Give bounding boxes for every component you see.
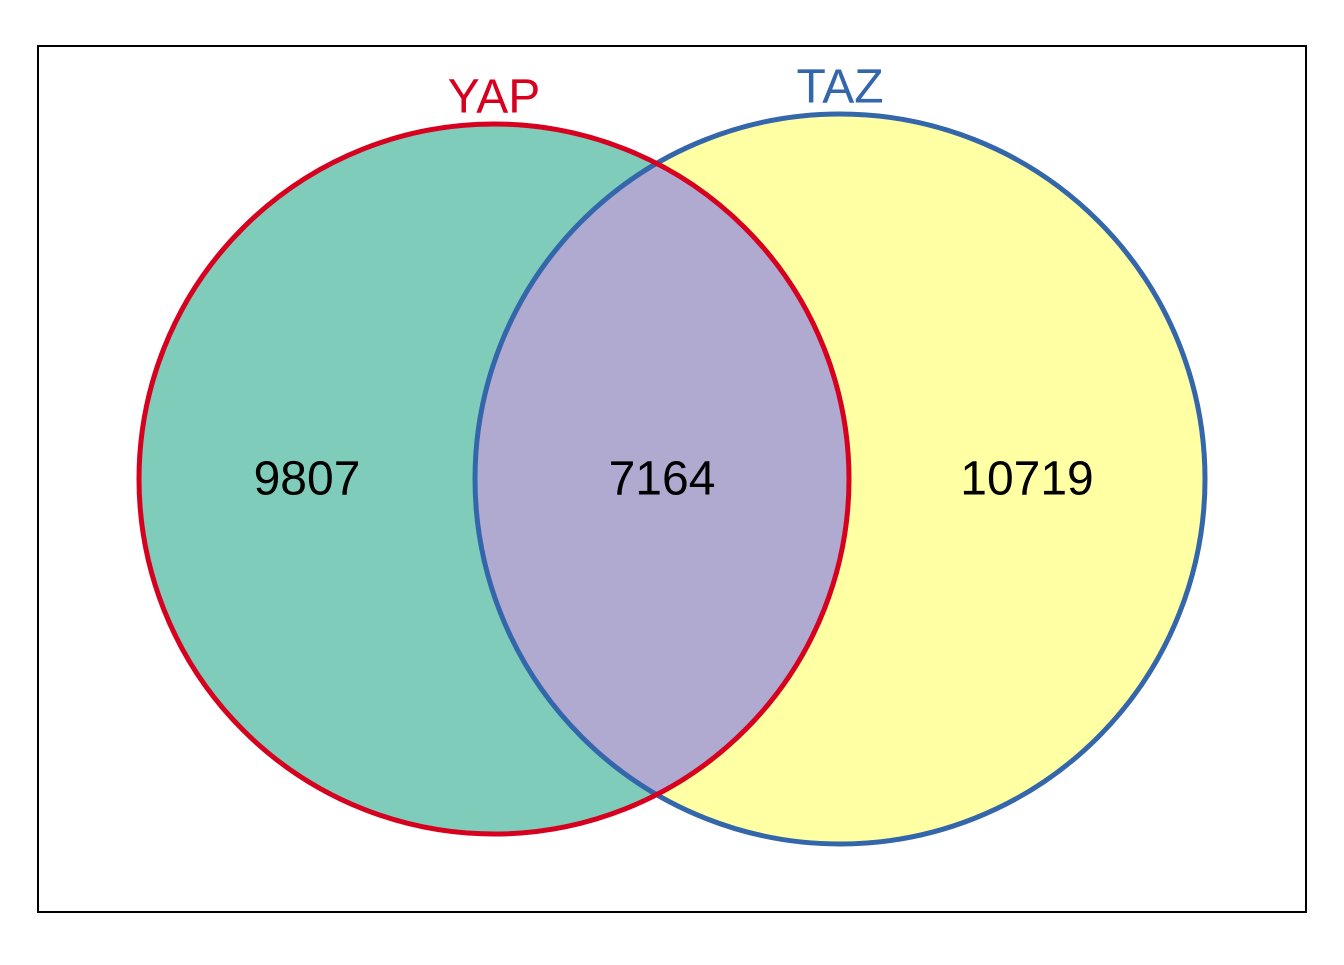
region-count: 9807 — [254, 453, 361, 506]
region-count: 7164 — [609, 453, 716, 506]
set-label: YAP — [448, 71, 540, 124]
region-count: 10719 — [960, 453, 1093, 506]
set-outline — [472, 111, 1208, 847]
set-label: TAZ — [796, 61, 883, 114]
intersection-region — [475, 124, 849, 834]
set-outline — [136, 121, 852, 837]
